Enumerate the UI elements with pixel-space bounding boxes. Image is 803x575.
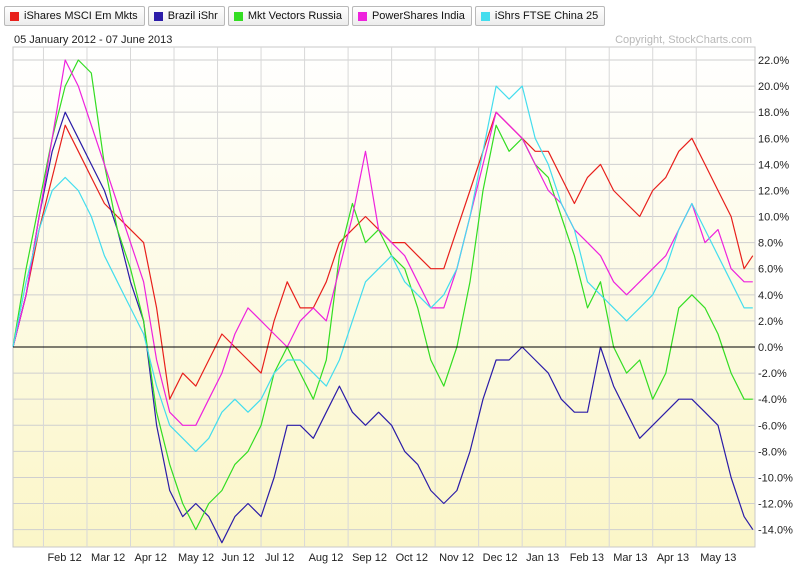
x-tick-label: Dec 12 [483, 552, 518, 564]
legend-item: Mkt Vectors Russia [227, 6, 349, 26]
x-tick-label: Aug 12 [309, 552, 344, 564]
y-tick-label: 22.0% [758, 55, 789, 67]
x-tick-label: Oct 12 [396, 552, 428, 564]
x-tick-label: Nov 12 [439, 552, 474, 564]
series-line-3 [12, 59, 753, 531]
y-tick-label: -2.0% [758, 368, 787, 380]
legend-swatch [480, 11, 490, 21]
legend-item: iShares MSCI Em Mkts [4, 6, 145, 26]
date-range: 05 January 2012 - 07 June 2013 [14, 34, 172, 46]
y-tick-label: -10.0% [758, 472, 793, 484]
y-tick-label: -14.0% [758, 525, 793, 537]
x-axis: Feb 12 Mar 12 Apr 12 May 12 Jun 12 Jul 12 Aug … [47, 552, 736, 564]
y-tick-label: -12.0% [758, 499, 793, 511]
legend-label: iShares MSCI Em Mkts [24, 10, 138, 22]
legend-swatch [233, 11, 243, 21]
y-tick-label: 6.0% [758, 264, 783, 276]
legend-swatch [10, 11, 19, 21]
legend-swatch [357, 11, 367, 21]
x-tick-label: May 13 [700, 552, 736, 564]
x-tick-label: Mar 12 [91, 552, 125, 564]
x-tick-label: Apr 13 [657, 552, 689, 564]
legend-label: iShrs FTSE China 25 [494, 10, 599, 22]
legend-item: iShrs FTSE China 25 [474, 6, 606, 26]
y-tick-label: 2.0% [758, 316, 783, 328]
series-line-4 [12, 59, 753, 426]
grid-lines [13, 47, 755, 547]
legend-swatch [153, 11, 163, 21]
y-tick-label: 10.0% [758, 212, 789, 224]
y-tick-label: 4.0% [758, 290, 783, 302]
y-tick-label: 14.0% [758, 159, 789, 171]
y-tick-label: 0.0% [758, 342, 783, 354]
x-tick-label: Jul 12 [265, 552, 294, 564]
x-tick-label: May 12 [178, 552, 214, 564]
legend-label: PowerShares India [371, 10, 465, 22]
x-tick-label: Feb 12 [47, 552, 81, 564]
y-axis: 22.0% 20.0% 18.0% 16.0% 14.0% 12.0% 10.0% 8.0% 6… [758, 55, 793, 537]
legend-item: Brazil iShr [147, 6, 225, 26]
y-tick-label: 12.0% [758, 185, 789, 197]
series-line-2 [12, 111, 754, 544]
legend-item: PowerShares India [351, 6, 472, 26]
y-tick-label: 20.0% [758, 81, 789, 93]
plot-background [12, 46, 756, 548]
y-tick-label: 8.0% [758, 238, 783, 250]
x-tick-label: Jan 13 [526, 552, 559, 564]
series-layer [12, 59, 754, 544]
y-tick-label: -4.0% [758, 394, 787, 406]
y-tick-label: -8.0% [758, 446, 787, 458]
series-line-5 [12, 85, 753, 452]
x-tick-label: Apr 12 [135, 552, 167, 564]
y-tick-label: 16.0% [758, 133, 789, 145]
copyright: Copyright, StockCharts.com [615, 34, 752, 46]
legend-label: Mkt Vectors Russia [247, 10, 342, 22]
y-tick-label: 18.0% [758, 107, 789, 119]
x-tick-label: Mar 13 [613, 552, 647, 564]
legend-label: Brazil iShr [167, 10, 218, 22]
x-tick-label: Sep 12 [352, 552, 387, 564]
x-tick-label: Jun 12 [222, 552, 255, 564]
y-tick-label: -6.0% [758, 420, 787, 432]
x-tick-label: Feb 13 [570, 552, 604, 564]
legend: iShares MSCI Em Mkts Brazil iShr Mkt Vecto… [4, 6, 606, 26]
